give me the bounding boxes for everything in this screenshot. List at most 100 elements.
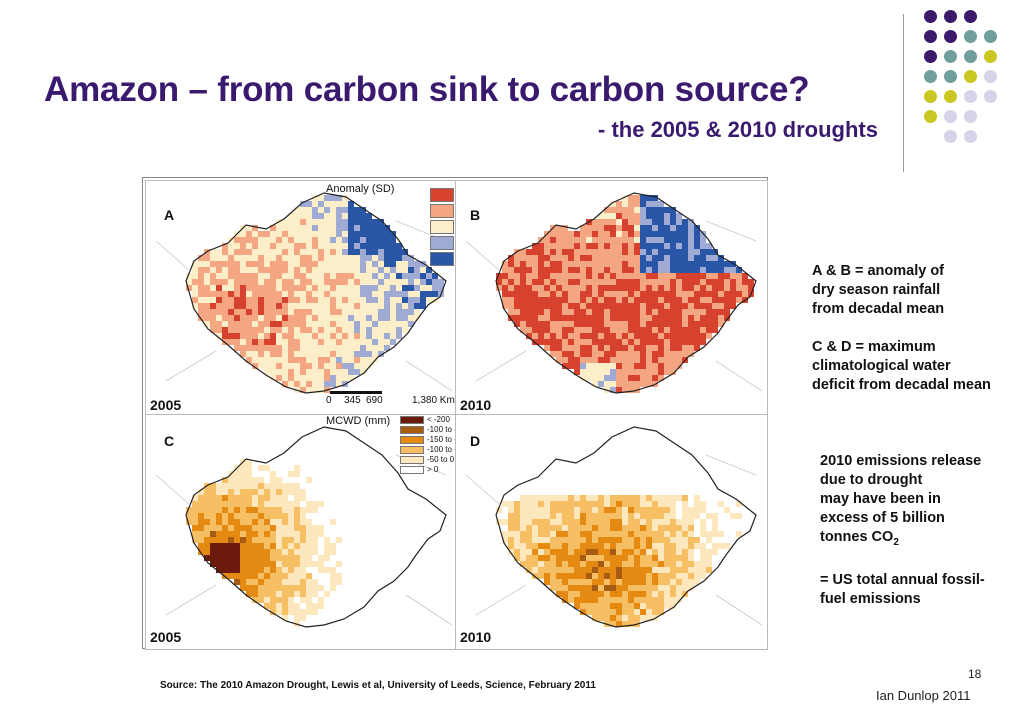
map-cell xyxy=(366,249,372,255)
map-cell xyxy=(616,621,622,627)
map-cell xyxy=(282,591,288,597)
map-cell xyxy=(240,585,246,591)
map-cell xyxy=(658,549,664,555)
map-cell xyxy=(586,357,592,363)
map-cell xyxy=(204,285,210,291)
map-cell xyxy=(580,225,586,231)
map-cell xyxy=(336,225,342,231)
map-cell xyxy=(414,291,420,297)
map-cell xyxy=(252,291,258,297)
map-cell xyxy=(270,351,276,357)
map-cell xyxy=(556,573,562,579)
map-cell xyxy=(324,549,330,555)
map-cell xyxy=(670,471,676,477)
map-cell xyxy=(210,555,216,561)
map-cell xyxy=(330,285,336,291)
map-cell xyxy=(204,261,210,267)
legend-entry: -100 to -50 xyxy=(400,445,457,455)
map-cell xyxy=(586,543,592,549)
map-cell xyxy=(312,429,318,435)
decor-dot xyxy=(984,50,997,63)
map-cell xyxy=(610,201,616,207)
map-cell xyxy=(348,291,354,297)
legend-label: -50 to 0 xyxy=(427,455,455,464)
map-cell xyxy=(300,537,306,543)
map-cell xyxy=(342,243,348,249)
map-cell xyxy=(366,297,372,303)
map-cell xyxy=(538,549,544,555)
map-cell xyxy=(706,561,712,567)
map-cell xyxy=(360,267,366,273)
map-cell xyxy=(306,261,312,267)
map-cell xyxy=(378,525,384,531)
map-cell xyxy=(336,555,342,561)
map-cell xyxy=(270,603,276,609)
map-cell xyxy=(556,237,562,243)
decor-dot xyxy=(984,70,997,83)
map-cell xyxy=(216,309,222,315)
map-cell xyxy=(312,531,318,537)
map-cell xyxy=(366,477,372,483)
map-cell xyxy=(390,273,396,279)
decor-dot xyxy=(944,30,957,43)
map-cell xyxy=(652,231,658,237)
map-cell xyxy=(646,447,652,453)
map-cell xyxy=(318,339,324,345)
map-cell xyxy=(586,603,592,609)
map-cell xyxy=(306,453,312,459)
map-cell xyxy=(664,219,670,225)
map-cell xyxy=(210,309,216,315)
legend-swatch xyxy=(400,456,424,464)
map-cell xyxy=(342,351,348,357)
map-cell xyxy=(544,519,550,525)
map-cell xyxy=(312,525,318,531)
map-cell xyxy=(592,381,598,387)
map-cell xyxy=(616,387,622,393)
map-cell xyxy=(640,531,646,537)
legend-entry: > 0 xyxy=(400,465,457,475)
map-cell xyxy=(354,525,360,531)
map-cell xyxy=(646,333,652,339)
map-cell xyxy=(372,309,378,315)
map-cell xyxy=(622,441,628,447)
map-cell xyxy=(538,477,544,483)
map-cell xyxy=(664,453,670,459)
map-cell xyxy=(562,333,568,339)
map-cell xyxy=(372,531,378,537)
map-cell xyxy=(718,513,724,519)
map-cell xyxy=(700,261,706,267)
map-cell xyxy=(514,519,520,525)
map-cell xyxy=(664,285,670,291)
map-cell xyxy=(598,477,604,483)
map-cell xyxy=(646,219,652,225)
map-cell xyxy=(288,555,294,561)
map-cell xyxy=(246,579,252,585)
map-cell xyxy=(222,249,228,255)
map-cell xyxy=(640,195,646,201)
source-citation: Source: The 2010 Amazon Drought, Lewis e… xyxy=(160,680,596,691)
map-cell xyxy=(568,465,574,471)
map-cell xyxy=(706,537,712,543)
map-cell xyxy=(532,261,538,267)
map-cell xyxy=(736,273,742,279)
map-cell xyxy=(574,567,580,573)
map-cell xyxy=(234,243,240,249)
map-cell xyxy=(580,579,586,585)
map-cell xyxy=(264,489,270,495)
map-cell xyxy=(646,453,652,459)
map-cell xyxy=(360,291,366,297)
map-cell xyxy=(216,291,222,297)
map-cell xyxy=(390,513,396,519)
map-cell xyxy=(742,273,748,279)
map-cell xyxy=(526,261,532,267)
map-cell xyxy=(318,615,324,621)
map-cell xyxy=(276,465,282,471)
map-cell xyxy=(246,465,252,471)
map-cell xyxy=(628,495,634,501)
map-cell xyxy=(318,603,324,609)
map-cell xyxy=(390,501,396,507)
map-cell xyxy=(426,513,432,519)
map-cell xyxy=(736,285,742,291)
map-cell xyxy=(378,519,384,525)
map-cell xyxy=(586,561,592,567)
